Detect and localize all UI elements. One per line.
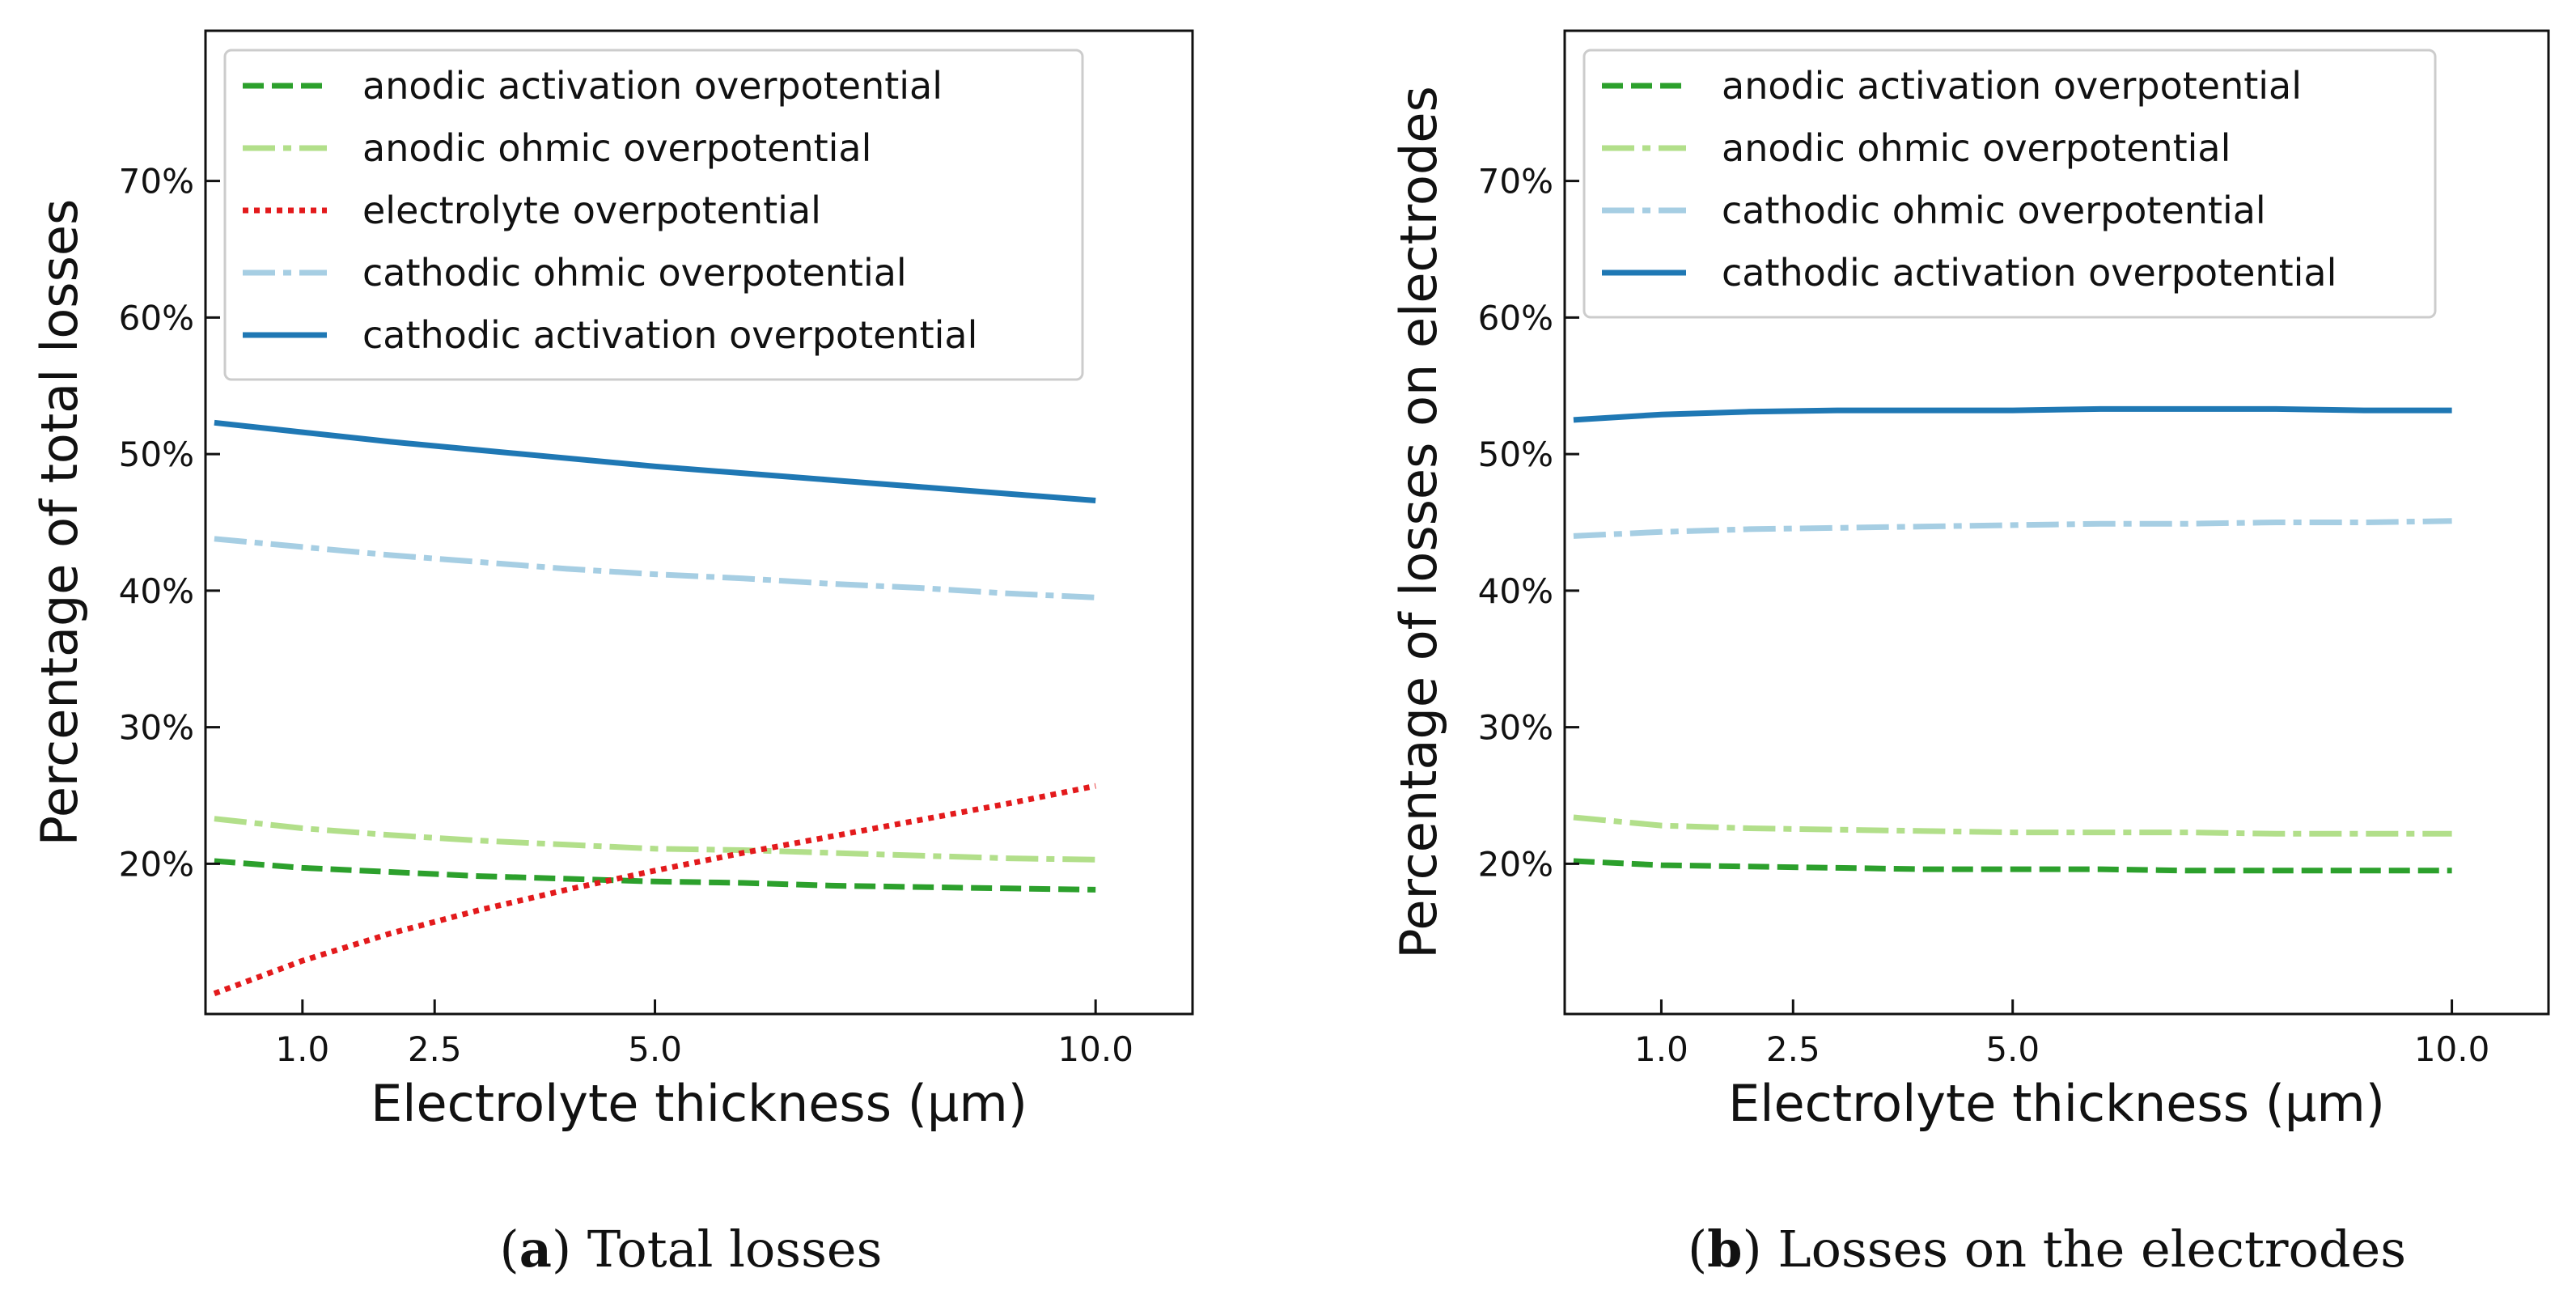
x-tick-label: 10.0 <box>2414 1029 2490 1069</box>
series-line-cathodic-activation <box>1573 405 2452 423</box>
subfigure-caption: (b) Losses on the electrodes <box>1688 1220 2406 1279</box>
x-axis-label: Electrolyte thickness (µm) <box>371 1074 1027 1133</box>
legend-box <box>1582 49 2437 319</box>
x-tick-label: 1.0 <box>275 1029 329 1069</box>
y-tick-label: 50% <box>1478 435 1553 474</box>
x-tick-label: 2.5 <box>1766 1029 1820 1069</box>
legend: anodic activation overpotential anodic oh… <box>1582 49 2437 319</box>
x-axis-label: Electrolyte thickness (µm) <box>1728 1074 2385 1133</box>
x-tick-label: 2.5 <box>408 1029 462 1069</box>
legend-label: cathodic activation overpotential <box>362 313 977 357</box>
series-line-anodic-ohmic <box>1573 814 2452 837</box>
legend-label: anodic activation overpotential <box>362 64 943 108</box>
subfigure-caption: (a) Total losses <box>500 1220 883 1279</box>
series-line-electrolyte <box>213 783 1096 996</box>
y-tick-label: 30% <box>1478 708 1553 748</box>
legend-label: electrolyte overpotential <box>362 189 821 232</box>
y-tick-label: 70% <box>119 162 194 202</box>
axes-frame <box>204 29 1194 1016</box>
y-tick-label: 50% <box>119 435 194 474</box>
legend-box <box>223 49 1084 381</box>
chart-panel-2: 1.0 2.5 5.0 10.0 20% 30% 40% 50% 60% 70% Electroly… <box>1389 29 2550 1279</box>
y-tick-label: 20% <box>1478 844 1553 884</box>
legend-label: anodic ohmic overpotential <box>1722 126 2231 170</box>
series-line-anodic-activation <box>214 858 1096 893</box>
series-line-cathodic-ohmic <box>214 536 1096 600</box>
series-line-cathodic-ohmic <box>1573 518 2452 539</box>
legend-label: cathodic activation overpotential <box>1722 251 2337 295</box>
legend-label: anodic ohmic overpotential <box>362 126 871 170</box>
legend: anodic activation overpotential anodic oh… <box>223 49 1084 381</box>
y-tick-label: 40% <box>1478 571 1553 611</box>
series-line-cathodic-activation <box>214 419 1096 503</box>
x-tick-label: 5.0 <box>628 1029 682 1069</box>
series-line-anodic-ohmic <box>214 816 1096 863</box>
x-tick-label: 5.0 <box>1985 1029 2040 1069</box>
x-tick-label: 1.0 <box>1634 1029 1688 1069</box>
legend-label: cathodic ohmic overpotential <box>362 251 907 295</box>
y-tick-label: 70% <box>1478 162 1553 202</box>
x-tick-label: 10.0 <box>1057 1029 1133 1069</box>
y-axis-label: Percentage of total losses <box>30 199 89 846</box>
y-tick-label: 30% <box>119 708 194 748</box>
y-tick-label: 60% <box>119 298 194 337</box>
y-tick-label: 20% <box>119 844 194 884</box>
y-axis-label: Percentage of losses on electrodes <box>1389 86 1448 959</box>
legend-label: anodic activation overpotential <box>1722 64 2302 108</box>
chart-panel-1: 1.0 2.5 5.0 10.0 20% 30% 40% 50% 60% 70% Electroly… <box>30 29 1194 1279</box>
y-tick-label: 40% <box>119 571 194 611</box>
y-tick-label: 60% <box>1478 298 1553 337</box>
series-line-anodic-activation <box>1573 858 2452 874</box>
legend-label: cathodic ohmic overpotential <box>1722 189 2266 232</box>
axes-frame <box>1563 29 2550 1016</box>
